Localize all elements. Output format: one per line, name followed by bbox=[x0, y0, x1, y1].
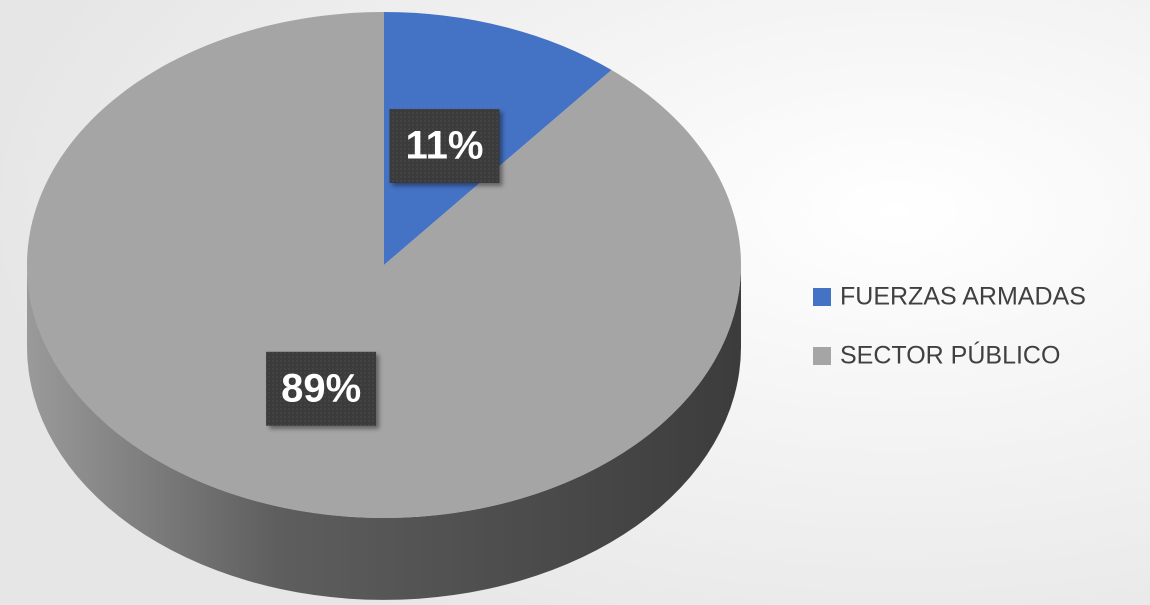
legend: FUERZAS ARMADAS SECTOR PÚBLICO bbox=[813, 283, 1086, 370]
data-label-text: 89% bbox=[281, 366, 361, 410]
legend-swatch bbox=[813, 347, 831, 365]
legend-label: FUERZAS ARMADAS bbox=[840, 283, 1086, 311]
data-label-box bbox=[389, 108, 500, 183]
data-labels: 11% 89% bbox=[266, 108, 500, 426]
pie bbox=[27, 12, 742, 600]
data-label: 11% bbox=[389, 108, 500, 183]
data-label: 89% bbox=[266, 351, 377, 426]
legend-swatch bbox=[813, 288, 831, 306]
pie-slice bbox=[27, 12, 742, 518]
data-label-text: 11% bbox=[406, 124, 484, 168]
pie-side bbox=[27, 265, 741, 600]
legend-label: SECTOR PÚBLICO bbox=[840, 341, 1060, 370]
data-label-box bbox=[266, 351, 377, 426]
